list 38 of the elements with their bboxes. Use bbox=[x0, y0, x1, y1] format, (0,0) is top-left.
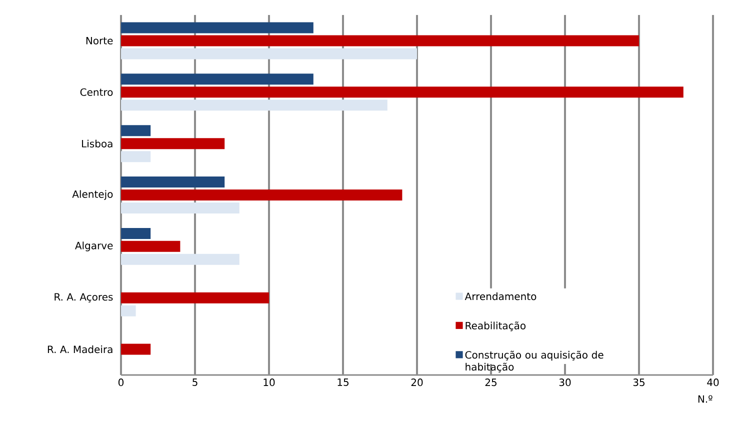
y-tick-label: R. A. Madeira bbox=[48, 345, 112, 354]
bar bbox=[121, 240, 180, 252]
bar bbox=[121, 48, 418, 60]
x-tick-label: 40 bbox=[707, 378, 719, 386]
legend-label: Arrendamento bbox=[464, 292, 536, 300]
y-tick-label: Lisboa bbox=[82, 140, 112, 148]
bar bbox=[121, 254, 240, 265]
y-tick-label: Norte bbox=[86, 36, 113, 44]
legend-label: Construção ou aquisição de habitação bbox=[465, 350, 604, 372]
y-tick-label: R. A. Açores bbox=[54, 293, 113, 302]
bar bbox=[121, 22, 314, 34]
x-tick-label: 0 bbox=[118, 378, 124, 386]
y-tick-label: Centro bbox=[80, 88, 113, 96]
bar bbox=[121, 125, 151, 136]
bar bbox=[121, 151, 151, 162]
bar bbox=[121, 305, 136, 316]
x-tick-label: 25 bbox=[485, 378, 496, 386]
bar bbox=[121, 344, 151, 355]
x-tick-label: 5 bbox=[192, 378, 198, 386]
x-tick-label: 20 bbox=[411, 378, 423, 386]
bar bbox=[121, 138, 225, 150]
x-tick-label: 35 bbox=[633, 378, 644, 386]
x-tick-label: 10 bbox=[264, 378, 275, 386]
x-tick-label: 15 bbox=[338, 378, 348, 386]
y-tick-label: Alentejo bbox=[72, 190, 113, 200]
bar bbox=[121, 74, 314, 85]
bar bbox=[121, 190, 402, 201]
bar bbox=[121, 292, 269, 304]
x-axis-title: N.º bbox=[698, 395, 712, 403]
bar bbox=[121, 86, 684, 98]
bar bbox=[121, 202, 240, 214]
bar bbox=[121, 176, 225, 188]
legend-label: Reabilitação bbox=[466, 322, 526, 332]
bar bbox=[121, 35, 640, 46]
y-tick-label: Algarve bbox=[75, 242, 113, 252]
bar bbox=[121, 228, 151, 239]
bar bbox=[121, 100, 388, 111]
x-tick-label: 30 bbox=[559, 378, 571, 386]
